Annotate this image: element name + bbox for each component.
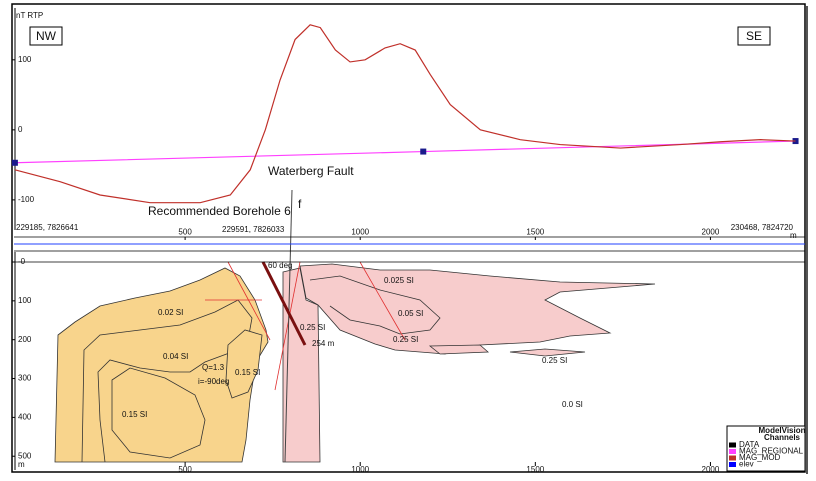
annotation: f: [298, 197, 302, 211]
coordinate-label: 229591, 7826033: [222, 225, 285, 234]
y-tick-label: 300: [18, 374, 32, 383]
body-label: Q=1.3: [202, 363, 225, 372]
body: [225, 329, 263, 399]
legend-swatch: [729, 442, 736, 448]
body-label: 0.04 SI: [163, 352, 188, 361]
body-label: 0.15 SI: [235, 368, 260, 377]
body-label: 0.25 SI: [300, 323, 325, 332]
fault-line: [284, 189, 293, 463]
coordinate-label: 229185, 7826641: [16, 223, 79, 232]
body-label: 254 m: [312, 339, 335, 348]
y-tick-label: -0: [18, 257, 26, 266]
y-tick-label: 400: [18, 412, 32, 421]
x-tick-label: 1000: [351, 228, 369, 237]
direction-box: [29, 26, 63, 46]
body-label: 0.25 SI: [542, 356, 567, 365]
borehole: [261, 261, 307, 346]
x-tick-label: 1500: [526, 228, 544, 237]
body-label: 0.02 SI: [158, 308, 183, 317]
y-unit: m: [18, 460, 25, 469]
point-marker: [420, 148, 427, 155]
x-tick-label: 500: [178, 465, 192, 474]
body-label: 0.025 SI: [384, 276, 414, 285]
body-label: 0.15 SI: [122, 410, 147, 419]
legend-box: [726, 425, 806, 472]
body: [299, 263, 656, 355]
direction-label: NW: [36, 29, 57, 43]
body: [509, 348, 586, 357]
annotation: Waterberg Fault: [268, 164, 354, 178]
cross-line: [227, 261, 271, 341]
series-line: [14, 24, 796, 204]
legend-title: ModelVision: [759, 426, 806, 435]
annotation: Recommended Borehole 6: [148, 204, 291, 218]
body-label: 0.05 SI: [398, 309, 423, 318]
body: [428, 344, 490, 355]
body-label: 0.0 SI: [562, 400, 583, 409]
legend-label: DATA: [739, 440, 760, 449]
y-tick-label: 200: [18, 335, 32, 344]
legend-label: elev: [739, 460, 754, 469]
y-tick-label: 100: [18, 55, 32, 64]
body-label: 0.25 SI: [393, 335, 418, 344]
section-bodies: [54, 189, 656, 463]
cross-line: [274, 261, 301, 391]
x-unit: m: [790, 231, 797, 240]
y-tick-label: -100: [18, 195, 35, 204]
y-axis-label: nT RTP: [16, 11, 43, 20]
y-tick-label: 0: [18, 125, 23, 134]
legend-subtitle: Channels: [764, 433, 801, 442]
y-tick-label: 500: [18, 451, 32, 460]
cross-line: [359, 261, 406, 341]
direction-box: [737, 26, 771, 46]
legend-label: MAG_MOD: [739, 453, 781, 462]
x-tick-label: 1000: [351, 465, 369, 474]
contour: [111, 367, 206, 459]
legend-swatch: [729, 455, 736, 461]
contour: [309, 275, 441, 335]
legend-label: MAG_REGIONAL: [739, 447, 804, 456]
direction-label: SE: [746, 29, 762, 43]
y-tick-label: 100: [18, 296, 32, 305]
legend-swatch: [729, 462, 736, 467]
x-tick-label: 2000: [702, 228, 720, 237]
x-tick-label: 2000: [702, 465, 720, 474]
legend-swatch: [729, 449, 736, 454]
x-tick-label: 500: [178, 228, 192, 237]
body-label: 60 deg: [268, 261, 292, 270]
x-tick-label: 1500: [526, 465, 544, 474]
body-label: i=-90deg: [198, 377, 229, 386]
point-marker: [11, 159, 18, 166]
coordinate-label: 230468, 7824720: [731, 223, 794, 232]
